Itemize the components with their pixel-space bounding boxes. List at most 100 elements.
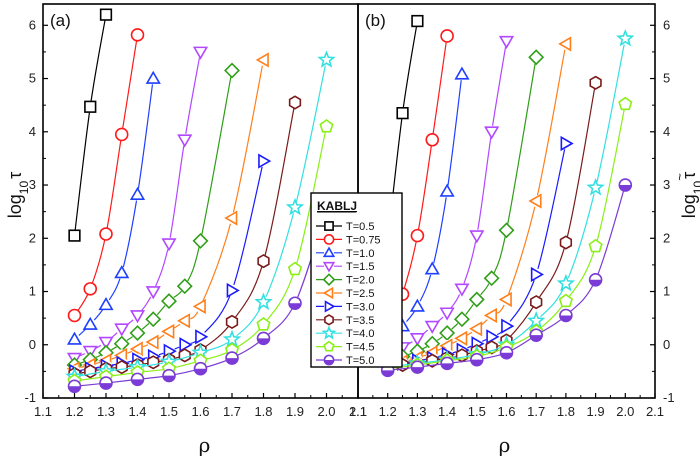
legend-marker <box>324 300 336 313</box>
panel-a-point-bg <box>100 8 112 21</box>
panel-a-point-bg <box>257 155 270 168</box>
panel-b-data-point <box>588 238 603 253</box>
panel-b-data-point <box>498 222 515 239</box>
panel-b-data-point <box>409 333 425 347</box>
panel-a-x-tick-label: 1.4 <box>128 404 146 419</box>
panel-a-data-point <box>319 118 334 133</box>
panel-a-point-bg <box>131 28 144 41</box>
panel-a-point-bg <box>194 45 207 58</box>
panel-a-data-point <box>99 227 113 241</box>
panel-a-data-point <box>226 282 240 299</box>
panel-b-y-tick-label: -1 <box>663 390 675 405</box>
panel-a-data-point <box>256 331 271 346</box>
legend-marker <box>321 325 337 340</box>
legend-entry: T=1.5 <box>316 261 374 273</box>
panel-a-data-point <box>192 46 209 60</box>
panel-b-data-point-ring <box>440 356 454 371</box>
panel-b-data-point <box>469 230 485 244</box>
panel-a-point-bg <box>194 300 207 313</box>
panel-a-point-bg <box>84 282 97 295</box>
panel-b-x-tick-label: 1.7 <box>527 404 545 419</box>
panel-a-point-bg <box>163 237 175 250</box>
panel-a-point-bg <box>100 228 112 241</box>
panel-b-point-bg <box>426 263 439 276</box>
panel-b-data-point <box>558 293 574 308</box>
panel-a-x-axis-title: ρ <box>199 433 211 457</box>
legend-entry-label: T=2.5 <box>346 288 374 300</box>
panel-a-data-point <box>129 186 146 200</box>
panel-b-data-point <box>484 126 500 140</box>
legend-entry: T=4.5 <box>316 340 374 354</box>
panel-b-label: (b) <box>365 11 386 30</box>
panel-a-data-point <box>176 278 193 295</box>
panel-b-series-T-2-5 <box>379 36 572 373</box>
panel-b-point-bg <box>559 137 572 150</box>
panel-a-y-tick-label: 4 <box>29 124 36 139</box>
panel-a-data-point <box>67 379 82 394</box>
legend-marker <box>323 340 335 352</box>
panel-a-y-tick-label: -1 <box>24 390 36 405</box>
panel-a-data-point <box>67 308 82 323</box>
panel-b-point-bg <box>589 240 602 253</box>
panel-b-point-bg <box>500 293 513 306</box>
panel-b-point-bg <box>441 327 454 340</box>
panel-b-point-bg <box>455 282 468 295</box>
panel-a-point-bg <box>163 325 175 338</box>
panel-b-x-tick-label: 1.2 <box>379 404 397 419</box>
panel-b-data-point <box>499 345 514 360</box>
panel-a-data-point <box>161 323 175 340</box>
panel-a-data-point <box>195 329 209 345</box>
legend-marker-bg <box>324 288 334 298</box>
panel-a-series-T-1-5 <box>66 45 209 366</box>
panel-a-data-point <box>161 238 177 252</box>
panel-a-data-point <box>145 311 162 328</box>
panel-b-point-bg <box>485 330 498 343</box>
panel-a-series-line <box>73 34 139 316</box>
panel-a-data-point-ring <box>193 361 208 376</box>
panel-a-point-bg <box>100 298 112 311</box>
panel-a-point-bg <box>115 266 128 279</box>
panel-b-point-bg <box>426 320 439 333</box>
panel-a-data-point <box>256 317 271 331</box>
panel-b-data-point <box>470 352 484 367</box>
panel-a-point-bg <box>147 72 160 85</box>
panel-a-data-point <box>82 316 98 330</box>
panel-b-y-axis-title-tau: τ <box>679 172 699 179</box>
panel-a-point-bg <box>226 284 238 297</box>
legend-entry-label: T=4.5 <box>346 342 374 354</box>
panel-a-point-bg <box>163 345 175 358</box>
panel-a-data-point <box>99 376 113 390</box>
panel-a-y-axis-title-sub: 10 <box>17 181 31 195</box>
panel-a-y-tick-label: 1 <box>29 284 36 299</box>
panel-b-x-tick-label: 1.6 <box>497 404 515 419</box>
panel-b-point-bg <box>441 306 454 319</box>
panel-a-data-point-ring <box>256 331 271 346</box>
panel-a-data-point-ring <box>288 296 302 311</box>
panel-a-y-tick-label: 0 <box>29 337 36 352</box>
panel-b-data-point <box>454 330 468 346</box>
panel-a-x-tick-label: 1.1 <box>34 404 52 419</box>
panel-b-y-tick-label: 6 <box>663 17 670 32</box>
panel-a-point-bg <box>115 322 128 335</box>
legend-entry-label: T=1.0 <box>346 248 374 260</box>
panel-a-point-bg <box>68 333 81 346</box>
panel-a-series-T-2-5 <box>66 52 270 377</box>
panel-b-x-tick-label: 1.1 <box>349 404 367 419</box>
panel-b-data-point <box>498 35 515 50</box>
panel-b-data-point <box>424 261 440 275</box>
panel-a-x-tick-label: 1.9 <box>286 404 304 419</box>
panel-b-data-point <box>485 340 498 355</box>
panel-a-data-point <box>192 298 206 314</box>
panel-b-point-bg <box>589 76 602 89</box>
panel-a-data-point <box>99 8 113 21</box>
panel-a-data-point <box>178 348 191 363</box>
panel-a-point-bg <box>131 327 144 340</box>
panel-a-series-line <box>74 78 154 340</box>
panel-b-data-point <box>396 107 409 120</box>
panel-b-y-axis-title-log: log <box>679 194 699 218</box>
panel-a-data-point <box>176 313 191 329</box>
panel-b-x-tick-label: 1.3 <box>408 404 426 419</box>
legend-marker <box>322 286 334 300</box>
panel-a-data-point <box>82 345 98 359</box>
panel-b-y-tick-label: 2 <box>663 230 670 245</box>
